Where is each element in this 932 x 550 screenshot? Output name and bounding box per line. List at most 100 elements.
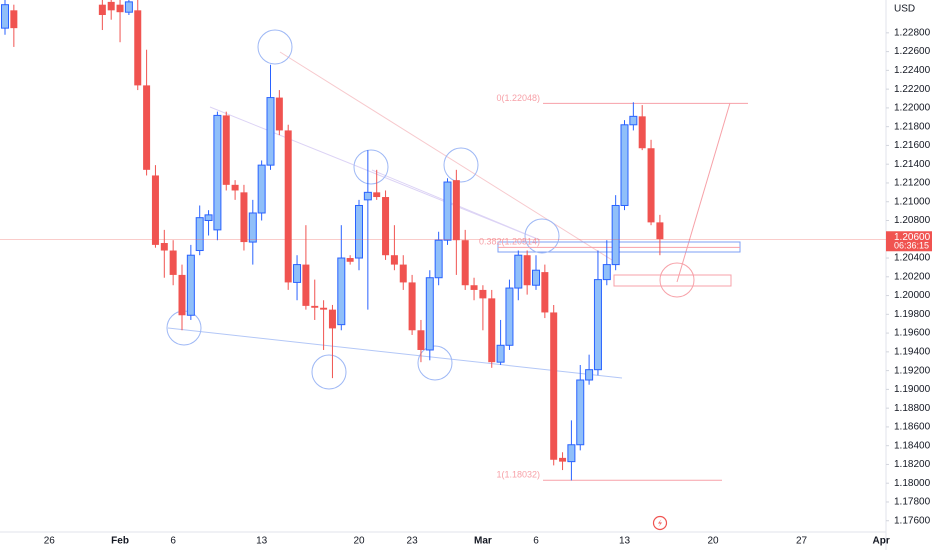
currency-label: USD [894, 4, 915, 15]
y-tick-label: 1.21000 [894, 196, 931, 207]
y-tick-label: 1.21400 [894, 159, 931, 170]
candle-body [284, 130, 292, 283]
trend-line [167, 327, 623, 379]
candle-body [496, 344, 505, 363]
candle-body [355, 204, 363, 259]
y-tick-label: 1.18000 [894, 478, 931, 489]
candle-body [204, 214, 213, 221]
trend-line [279, 51, 621, 266]
last-price-label: 1.20600 [894, 232, 931, 243]
candle-body [266, 97, 275, 166]
candle-body [186, 254, 195, 316]
candle-body [302, 264, 310, 306]
candle-body [169, 250, 177, 275]
candle-body [213, 114, 222, 231]
candle-body [602, 264, 611, 281]
x-tick-label: 23 [407, 536, 419, 547]
x-tick-label: 13 [619, 536, 631, 547]
fib-label: 0(1.22048) [496, 93, 540, 103]
candle-body [328, 309, 336, 329]
y-tick-label: 1.20400 [894, 253, 931, 264]
candle-body [151, 175, 159, 245]
drawings: 0(1.22048) 0.382(1.20514) 1(1.18032) [166, 29, 748, 481]
candle-body [523, 255, 531, 286]
candle-body [240, 192, 248, 243]
y-tick-label: 1.20200 [894, 271, 931, 282]
candle-body [585, 369, 594, 381]
candle-body [620, 124, 629, 206]
candle-body [417, 330, 425, 350]
candle-body [505, 287, 514, 346]
y-tick-label: 1.20000 [894, 290, 931, 301]
candle-body [231, 184, 239, 191]
x-tick-label: 20 [707, 536, 719, 547]
candle-body [337, 257, 346, 326]
candle-body [399, 264, 407, 283]
y-tick-label: 1.21800 [894, 121, 931, 132]
marker-circle [311, 354, 347, 390]
candle-body [647, 148, 655, 223]
y-tick-label: 1.19000 [894, 384, 931, 395]
x-tick-label: 6 [533, 536, 539, 547]
x-tick-label: Apr [873, 536, 890, 547]
last-price-box [886, 231, 932, 252]
countdown-label: 06:36:15 [894, 241, 929, 251]
y-tick-label: 1.19200 [894, 365, 931, 376]
candle-body [514, 254, 523, 289]
y-tick-label: 1.19600 [894, 328, 931, 339]
candle-body [124, 1, 133, 13]
y-tick-label: 1.21600 [894, 140, 931, 151]
candle-body [390, 255, 398, 265]
marker-circle [257, 29, 293, 65]
candle-body [98, 4, 106, 16]
candle-body [611, 204, 620, 266]
candle-body [248, 212, 257, 243]
x-tick-label: Mar [474, 536, 492, 547]
y-tick-label: 1.19400 [894, 346, 931, 357]
candle-body [593, 279, 602, 371]
candle-body [107, 1, 115, 11]
candle-body [638, 116, 646, 149]
y-tick-label: 1.18200 [894, 459, 931, 470]
y-tick-label: 1.17800 [894, 497, 931, 508]
candle-body [629, 115, 638, 126]
candle-body [408, 282, 416, 331]
candle-body [363, 191, 372, 201]
candle-body [293, 264, 302, 283]
candle-body [346, 258, 354, 262]
candle-body [275, 97, 283, 131]
candle-body [576, 379, 585, 446]
candle-body [434, 239, 443, 279]
candle-body [178, 274, 186, 316]
candle-body [311, 305, 319, 308]
y-tick-label: 1.18400 [894, 440, 931, 451]
candle-body [541, 272, 549, 313]
candle-body [320, 307, 328, 310]
lightning-icon [652, 515, 668, 531]
y-tick-label: 1.17600 [894, 515, 931, 526]
candle-body [425, 277, 434, 351]
marker-circle [353, 149, 389, 185]
y-tick-label: 1.22600 [894, 46, 931, 57]
marker-circle [659, 262, 695, 298]
y-tick-label: 1.22400 [894, 65, 931, 76]
candle-body [373, 192, 381, 198]
y-tick-label: 1.22800 [894, 27, 931, 38]
fib-label: 0.382(1.20514) [479, 237, 540, 247]
candle-body [10, 10, 18, 29]
candle-body [116, 4, 124, 13]
x-tick-label: 13 [256, 536, 268, 547]
candle-body [532, 269, 540, 286]
marker-circle [524, 218, 560, 254]
zone-box [613, 274, 732, 287]
candle-body [550, 312, 558, 460]
candle-body [461, 240, 469, 286]
y-tick-label: 1.18600 [894, 422, 931, 433]
candle-body [567, 444, 576, 463]
y-tick-label: 1.21200 [894, 178, 931, 189]
x-tick-label: 6 [170, 536, 176, 547]
x-tick-label: 20 [353, 536, 365, 547]
y-tick-label: 1.20800 [894, 215, 931, 226]
